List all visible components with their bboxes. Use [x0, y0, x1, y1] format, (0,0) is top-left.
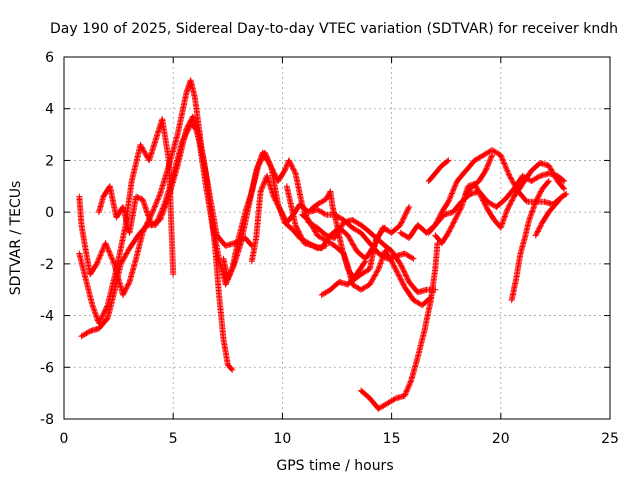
y-tick-label: 6	[45, 50, 54, 66]
x-tick-label: 25	[601, 431, 619, 447]
y-axis-label: SDTVAR / TECUs	[8, 181, 24, 296]
series-trace-12	[397, 170, 568, 241]
y-tick-label: 2	[45, 153, 54, 169]
x-tick-label: 20	[492, 431, 510, 447]
chart-title: Day 190 of 2025, Sidereal Day-to-day VTE…	[50, 21, 618, 37]
plot-frame	[63, 56, 611, 420]
series-trace-18	[532, 191, 570, 239]
series-trace-10	[318, 258, 369, 298]
series-markers	[532, 191, 570, 239]
x-tick-label: 15	[383, 431, 401, 447]
x-tick-label: 10	[273, 431, 291, 447]
series-trace-17	[508, 178, 552, 304]
series-markers	[462, 152, 496, 197]
series-trace-15	[425, 157, 452, 185]
series-markers	[425, 147, 565, 236]
y-axis-ticks: -8 -6 -4 -2 0 2 4 6	[40, 50, 610, 428]
series-markers	[425, 157, 452, 185]
x-tick-label: 5	[169, 431, 178, 447]
series-markers	[318, 258, 369, 298]
y-tick-label: -8	[40, 412, 54, 428]
data-series	[76, 77, 570, 412]
x-axis-ticks: 0 5 10 15 20 25	[60, 57, 619, 447]
x-tick-label: 0	[60, 431, 69, 447]
y-tick-label: -2	[40, 257, 54, 273]
y-tick-label: -6	[40, 360, 54, 376]
series-markers	[508, 178, 552, 304]
series-trace-5	[220, 149, 439, 296]
x-axis-label: GPS time / hours	[276, 458, 393, 474]
series-markers	[220, 149, 439, 296]
y-tick-label: -4	[40, 309, 54, 325]
y-tick-label: 0	[45, 205, 54, 221]
series-markers	[397, 170, 568, 241]
series-markers	[358, 240, 441, 412]
series-trace-16	[462, 152, 496, 197]
y-tick-label: 4	[45, 102, 54, 118]
series-trace-11	[358, 240, 441, 412]
series-trace-13	[425, 147, 565, 236]
